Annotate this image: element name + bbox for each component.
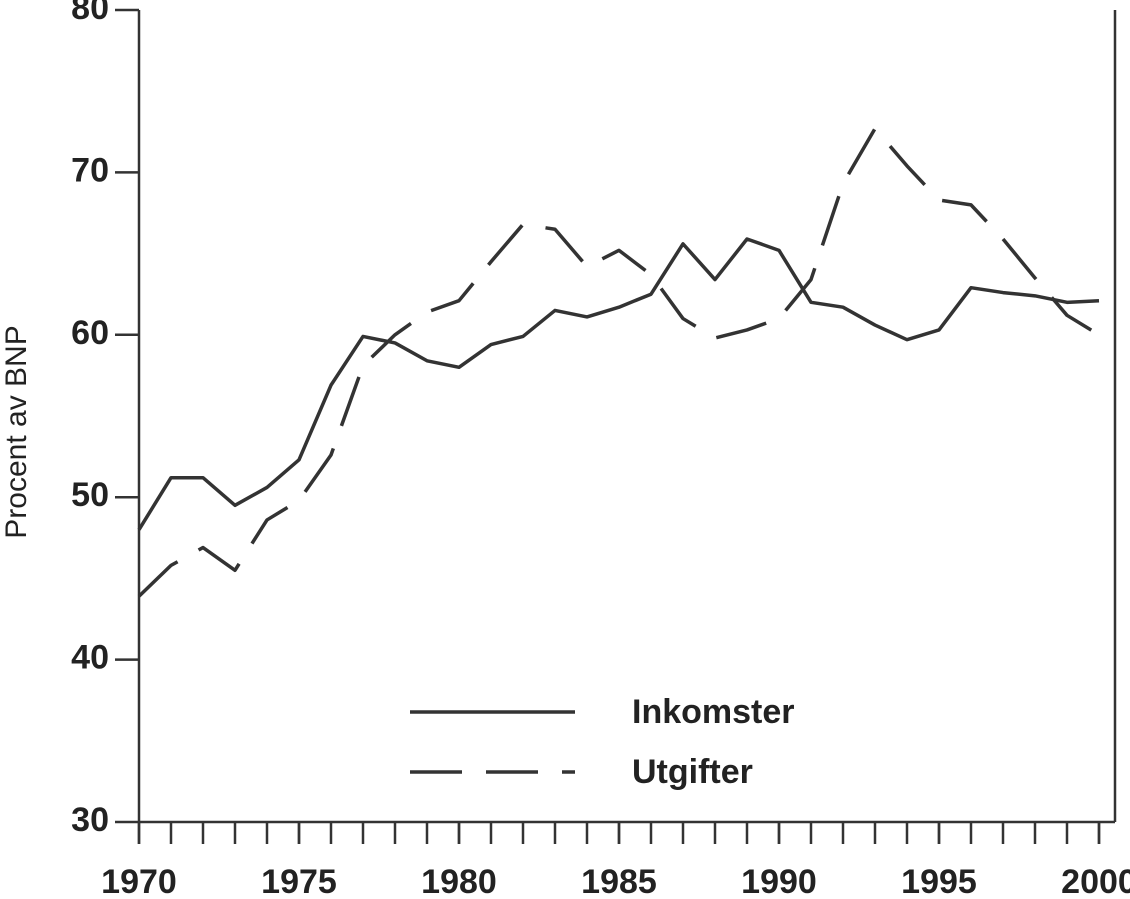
y-axis-label: Procent av BNP xyxy=(0,325,33,538)
legend-label: Inkomster xyxy=(632,693,795,731)
x-tick-label: 1980 xyxy=(421,863,497,899)
y-tick-label: 80 xyxy=(71,0,109,27)
y-tick-label: 60 xyxy=(71,314,109,352)
x-tick-label: 1975 xyxy=(261,863,337,899)
legend-label: Utgifter xyxy=(632,753,753,791)
series-line xyxy=(137,237,1100,531)
series-line xyxy=(137,126,1100,598)
y-tick-label: 50 xyxy=(71,476,109,514)
y-tick-label: 40 xyxy=(71,639,109,677)
x-tick-label: 1985 xyxy=(581,863,657,899)
x-tick-label: 1970 xyxy=(101,863,177,899)
x-tick-label: 1990 xyxy=(741,863,817,899)
x-tick-label: 2000 xyxy=(1061,863,1130,899)
y-tick-label: 70 xyxy=(71,151,109,189)
y-tick-label: 30 xyxy=(71,801,109,839)
x-tick-label: 1995 xyxy=(901,863,977,899)
